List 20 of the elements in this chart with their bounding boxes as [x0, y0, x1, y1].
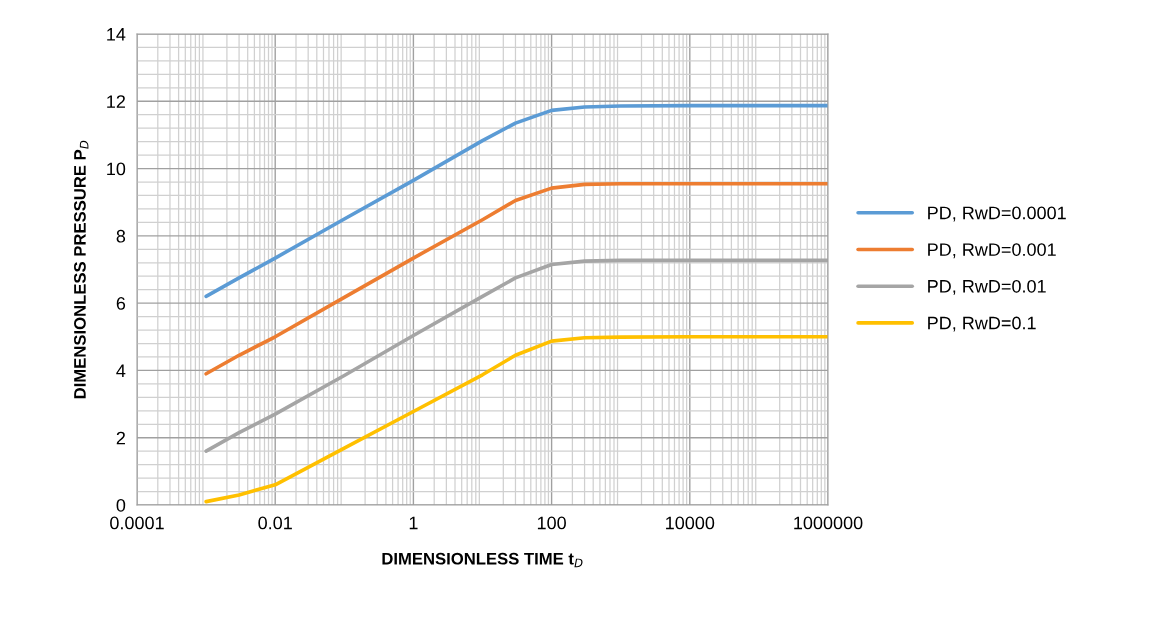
y-tick-label: 14: [107, 28, 126, 41]
y-tick-label: 12: [107, 95, 125, 108]
y-tick-label: 10: [107, 162, 126, 176]
legend-label: PD, RwD=0.01: [928, 279, 1046, 295]
y-tick-label: 6: [116, 297, 126, 310]
legend-label: PD, RwD=0.1: [928, 316, 1036, 332]
x-tick-label: 10000: [666, 516, 715, 530]
x-tick-label: 0.01: [258, 516, 292, 530]
y-tick-label: 8: [116, 229, 126, 243]
legend-label: PD, RwD=0.0001: [928, 206, 1066, 222]
y-axis-title: DIMENSIONLESS PRESSURE P$_{D}$: [74, 140, 89, 399]
x-tick-label: 1: [409, 516, 418, 530]
x-axis-title: DIMENSIONLESS TIME t$_{D}$: [382, 552, 583, 568]
legend-label: PD, RwD=0.001: [928, 243, 1056, 259]
y-tick-label: 2: [116, 431, 125, 445]
y-tick-label: 0: [116, 498, 126, 512]
x-tick-label: 1000000: [794, 516, 863, 530]
y-tick-label: 4: [116, 364, 126, 377]
x-tick-label: 100: [537, 516, 566, 530]
x-tick-label: 0.0001: [110, 516, 164, 530]
